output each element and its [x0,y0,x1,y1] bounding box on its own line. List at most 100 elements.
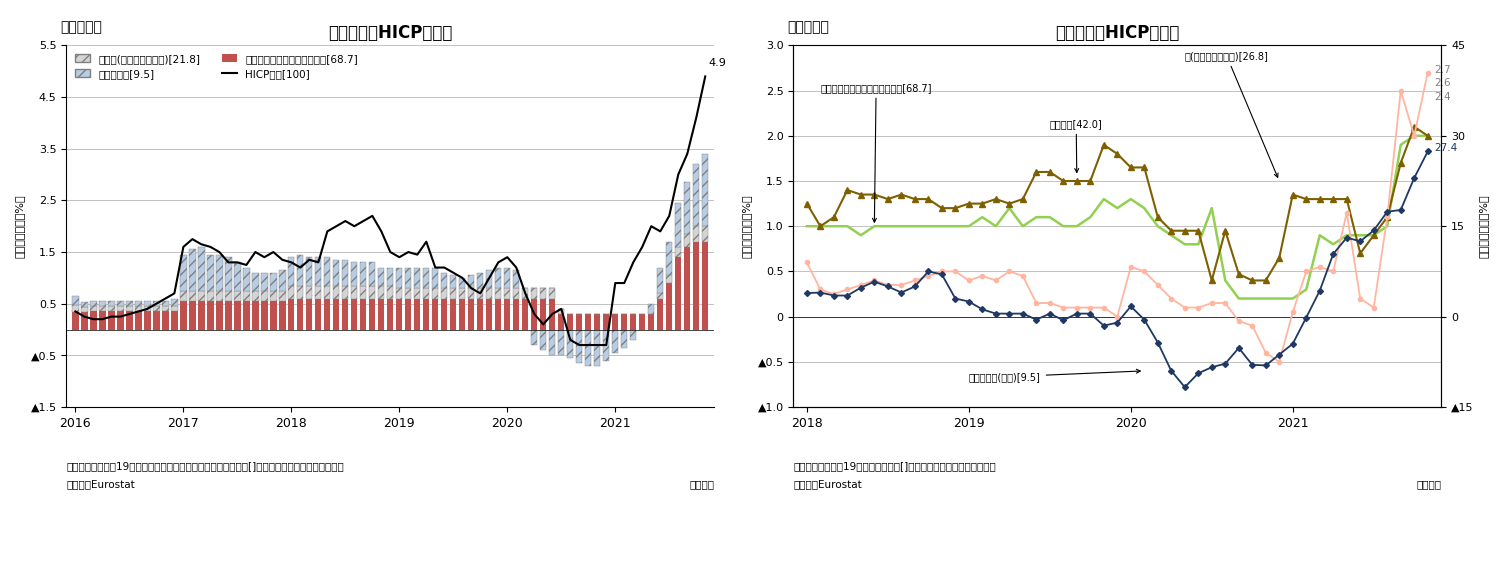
Bar [117,306,123,311]
財(エネルギー除く)[26.8] [1217,299,1235,306]
Bar [531,288,537,298]
Bar [343,298,349,329]
サービス[42.0] [905,196,923,202]
エネルギー(右軸)[9.5] [1257,362,1275,369]
エネルギーと飲食料を除く総合[68.7] [1405,133,1423,139]
Bar [126,311,132,329]
Bar [72,296,78,305]
財(エネルギー除く)[26.8] [1405,133,1423,139]
Bar [359,285,367,298]
Bar [325,298,331,329]
エネルギー(右軸)[9.5] [1054,317,1072,324]
エネルギーと飲食料を除く総合[68.7] [1000,205,1018,212]
Bar [423,288,430,298]
エネルギー(右軸)[9.5] [797,290,815,297]
Bar [648,303,654,314]
Bar [576,314,582,329]
エネルギーと飲食料を除く総合[68.7] [1027,214,1045,221]
サービス[42.0] [1298,196,1316,202]
サービス[42.0] [1230,271,1248,277]
Bar [190,291,196,301]
Title: ユーロ圏のHICP上昇率: ユーロ圏のHICP上昇率 [328,24,453,42]
Bar [405,298,412,329]
Bar [72,305,78,312]
Bar [459,278,465,288]
エネルギー(右軸)[9.5] [1310,287,1328,294]
HICP総合[100] [66,308,84,315]
Text: 27.4: 27.4 [1435,143,1457,153]
Bar [684,247,690,329]
財(エネルギー除く)[26.8] [1298,268,1316,275]
Bar [567,329,573,358]
エネルギーと飲食料を除く総合[68.7] [973,214,991,221]
Bar [135,311,141,329]
Bar [334,285,340,298]
Bar [558,329,564,355]
財(エネルギー除く)[26.8] [1163,295,1181,302]
Bar [316,257,322,285]
サービス[42.0] [1149,214,1167,221]
Bar [423,298,430,329]
Bar [594,329,600,365]
サービス[42.0] [1418,133,1436,139]
Text: （資料）Eurostat: （資料）Eurostat [66,479,135,490]
Bar [135,301,141,306]
財(エネルギー除く)[26.8] [1081,304,1099,311]
Bar [459,288,465,298]
Bar [262,291,268,301]
Text: 2.6: 2.6 [1435,78,1451,88]
Bar [208,301,214,329]
財(エネルギー除く)[26.8] [797,259,815,266]
エネルギー(右軸)[9.5] [1000,310,1018,317]
サービス[42.0] [1203,277,1221,284]
HICP総合[100] [84,316,102,323]
Bar [368,262,376,285]
Bar [702,154,708,226]
Bar [262,301,268,329]
エネルギー(右軸)[9.5] [1244,362,1262,368]
Bar [630,329,636,340]
エネルギー(右軸)[9.5] [1081,310,1099,317]
Bar [666,242,672,275]
Bar [117,301,123,306]
Bar [558,314,564,329]
Bar [522,298,528,329]
Bar [693,226,699,242]
エネルギー(右軸)[9.5] [1108,319,1126,326]
Bar [253,273,259,291]
Bar [108,301,114,306]
Bar [432,298,439,329]
サービス[42.0] [1257,277,1275,284]
エネルギーと飲食料を除く総合[68.7] [932,223,951,230]
エネルギーと飲食料を除く総合[68.7] [1257,295,1275,302]
Bar [459,298,465,329]
Text: サービス[42.0]: サービス[42.0] [1050,119,1102,173]
Bar [405,288,412,298]
Line: サービス[42.0]: サービス[42.0] [805,124,1430,283]
エネルギーと飲食料を除く総合[68.7] [987,223,1005,230]
Bar [513,288,519,298]
財(エネルギー除く)[26.8] [919,272,937,279]
Bar [190,301,196,329]
Bar [180,254,186,291]
エネルギー(右軸)[9.5] [946,295,964,302]
Bar [235,301,241,329]
サービス[42.0] [838,187,856,193]
エネルギーと飲食料を除く総合[68.7] [1351,232,1369,239]
エネルギー(右軸)[9.5] [1122,303,1140,310]
エネルギーと飲食料を除く総合[68.7] [1108,205,1126,212]
Legend: 飲食料(アルコール含む)[21.8], エネルギー[9.5], エネルギー・飲食料除く総合[68.7], HICP総合[100]: 飲食料(アルコール含む)[21.8], エネルギー[9.5], エネルギー・飲食… [72,51,361,82]
サービス[42.0] [1190,227,1208,234]
Bar [108,306,114,311]
Bar [504,267,510,288]
サービス[42.0] [1081,178,1099,184]
HICP総合[100] [669,171,687,178]
エネルギー(右軸)[9.5] [1230,345,1248,351]
サービス[42.0] [1163,227,1181,234]
サービス[42.0] [878,196,896,202]
サービス[42.0] [1027,169,1045,175]
Bar [540,288,546,298]
Bar [522,288,528,298]
Bar [343,285,349,298]
Bar [126,306,132,311]
